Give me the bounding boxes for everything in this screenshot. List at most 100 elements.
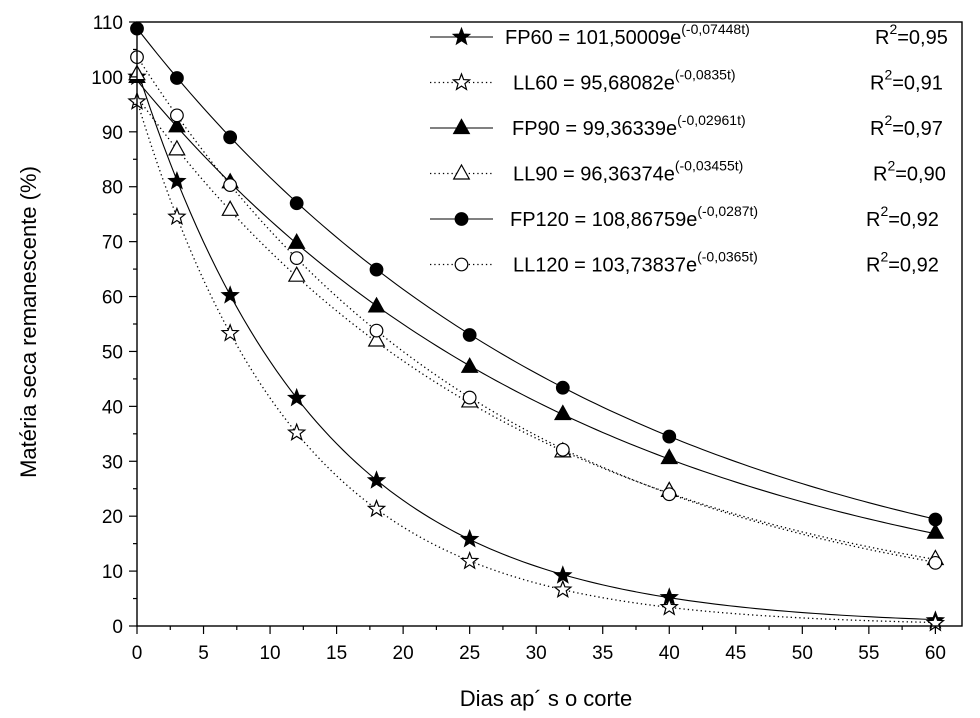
legend-r2-val-fp60: =0,95: [897, 27, 948, 49]
legend-r2-r-fp60: R: [875, 27, 889, 49]
legend-eq-exp-fp60: (-0,07448t): [681, 21, 749, 37]
point-ll120-5: [462, 390, 477, 405]
point-fp90-6: [553, 404, 572, 421]
legend-marker-ll60: [451, 72, 472, 91]
fit-curve-fp120: [136, 27, 936, 520]
legend-eq-main-ll90: LL90 = 96,36374e: [513, 164, 675, 186]
y-tick-label-100: 100: [91, 68, 123, 89]
legend-eq-main-ll60: LL60 = 95,68082e: [513, 73, 675, 95]
point-fp90-5: [460, 357, 479, 373]
x-tick-label-60: 60: [925, 643, 946, 664]
legend-eq-main-fp120: FP120 = 108,86759e: [510, 209, 697, 231]
y-tick-label-50: 50: [102, 342, 123, 363]
legend-r2-ll90: R2=0,90: [873, 158, 946, 186]
fit-curve-ll90: [136, 96, 936, 561]
legend-eq-exp-ll60: (-0,0835t): [675, 67, 736, 83]
legend-marker-ll90: [452, 163, 471, 180]
y-axis-title: Matéria seca remanescente (%): [16, 166, 41, 478]
x-tick-label-35: 35: [592, 643, 613, 664]
point-fp120-7: [662, 429, 677, 444]
legend-r2-val-ll90: =0,90: [895, 164, 946, 186]
legend-eq-exp-fp90: (-0,02961t): [677, 112, 745, 128]
point-ll120-1: [170, 108, 184, 123]
legend-r2-fp60: R2=0,95: [875, 21, 948, 49]
point-ll60-7: [659, 597, 679, 616]
point-ll60-4: [366, 498, 387, 518]
legend-eq-exp-ll90: (-0,03455t): [675, 158, 743, 174]
y-tick-label-80: 80: [102, 178, 123, 199]
legend-r2-sup-fp60: 2: [889, 21, 897, 37]
point-ll60-3: [286, 422, 307, 441]
legend-equation-fp90: FP90 = 99,36339e(-0,02961t): [512, 112, 746, 140]
point-fp60-5: [459, 529, 480, 548]
legend-equation-ll60: LL60 = 95,68082e(-0,0835t): [513, 67, 736, 95]
point-fp120-5: [462, 328, 477, 342]
point-ll60-6: [553, 579, 573, 599]
point-fp90-1: [168, 116, 186, 133]
x-tick-label-5: 5: [198, 643, 209, 664]
x-tick-label-10: 10: [259, 643, 280, 664]
legend-r2-sup-fp90: 2: [884, 112, 892, 128]
legend-marker-fp90: [452, 118, 471, 135]
x-tick-label-30: 30: [526, 643, 547, 664]
legend-r2-val-ll120: =0,92: [888, 255, 939, 277]
y-tick-label-110: 110: [93, 13, 123, 34]
point-ll90-4: [367, 330, 386, 347]
point-ll120-4: [369, 323, 384, 338]
legend-marker-fp120: [454, 212, 469, 226]
point-ll60-2: [220, 323, 240, 342]
legend-r2-r-ll120: R: [866, 255, 880, 277]
fit-curves: [136, 27, 936, 624]
x-tick-label-55: 55: [858, 643, 879, 664]
point-ll60-5: [459, 551, 480, 570]
x-tick-label-15: 15: [326, 643, 347, 664]
legend-equation-ll90: LL90 = 96,36374e(-0,03455t): [513, 158, 743, 186]
point-ll60-1: [167, 206, 187, 226]
legend-marker-fp60: [451, 26, 472, 46]
legend-eq-main-fp90: FP90 = 99,36339e: [512, 118, 677, 140]
point-fp120-6: [555, 380, 570, 395]
axes: 0 5 10 15 20 25 30 35 40 45 50 55 60 0 10 20 30 40 50 60 70 8…: [91, 13, 963, 664]
point-fp90-8: [926, 522, 945, 539]
y-tick-label-30: 30: [102, 452, 123, 473]
x-tick-label-40: 40: [659, 643, 680, 664]
legend-r2-val-ll60: =0,91: [892, 73, 943, 95]
legend-r2-ll60: R2=0,91: [870, 67, 943, 95]
legend-r2-sup-fp120: 2: [880, 203, 888, 219]
legend-r2-sup-ll90: 2: [887, 158, 895, 174]
point-ll90-2: [221, 200, 239, 216]
legend-r2-r-ll60: R: [870, 73, 884, 95]
legend-marker-ll120: [454, 257, 469, 272]
point-fp120-3: [289, 196, 304, 211]
point-ll120-8: [928, 555, 943, 570]
legend-eq-main-fp60: FP60 = 101,50009e: [505, 27, 681, 49]
legend-r2-val-fp120: =0,92: [888, 209, 939, 231]
legend-r2-r-fp120: R: [866, 209, 880, 231]
x-tick-label-25: 25: [459, 643, 480, 664]
legend-r2-r-fp90: R: [870, 118, 884, 140]
point-fp120-1: [170, 71, 184, 85]
legend-r2-val-fp90: =0,97: [892, 118, 943, 140]
legend-eq-main-ll120: LL120 = 103,73837e: [513, 255, 697, 277]
fit-curve-ll120: [136, 56, 936, 563]
point-fp60-3: [286, 387, 307, 407]
x-tick-label-45: 45: [725, 643, 746, 664]
legend-r2-fp120: R2=0,92: [866, 203, 939, 231]
legend-r2-sup-ll120: 2: [880, 249, 888, 265]
point-fp60-6: [553, 565, 573, 584]
legend-equation-fp60: FP60 = 101,50009e(-0,07448t): [505, 21, 750, 49]
legend-equation-ll120: LL120 = 103,73837e(-0,0365t): [513, 249, 758, 277]
legend-r2-sup-ll60: 2: [884, 67, 892, 83]
fit-curve-fp60: [136, 68, 936, 621]
point-fp60-4: [366, 470, 387, 489]
legend: FP60 = 101,50009e(-0,07448t) R2=0,95LL60 …: [430, 21, 948, 277]
legend-equation-fp120: FP120 = 108,86759e(-0,0287t): [510, 203, 758, 231]
y-tick-label-70: 70: [102, 233, 123, 254]
legend-r2-fp90: R2=0,97: [870, 112, 943, 140]
data-markers: [127, 21, 946, 632]
point-ll90-3: [287, 265, 306, 282]
legend-r2-ll120: R2=0,92: [866, 249, 939, 277]
y-tick-label-90: 90: [102, 123, 123, 144]
y-tick-label-20: 20: [102, 507, 123, 528]
x-tick-label-0: 0: [132, 643, 143, 664]
